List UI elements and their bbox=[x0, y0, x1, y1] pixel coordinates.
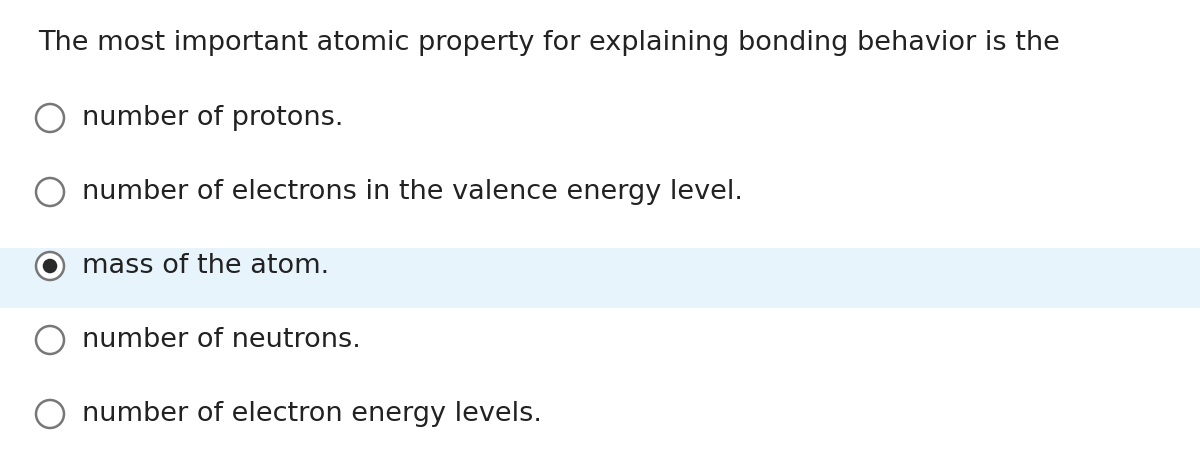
Text: number of protons.: number of protons. bbox=[82, 105, 343, 131]
Text: number of electron energy levels.: number of electron energy levels. bbox=[82, 401, 542, 427]
Ellipse shape bbox=[36, 252, 64, 280]
Ellipse shape bbox=[36, 104, 64, 132]
Text: number of electrons in the valence energy level.: number of electrons in the valence energ… bbox=[82, 179, 743, 205]
Ellipse shape bbox=[36, 400, 64, 428]
Text: mass of the atom.: mass of the atom. bbox=[82, 253, 329, 279]
Ellipse shape bbox=[36, 178, 64, 206]
Ellipse shape bbox=[43, 259, 58, 273]
FancyBboxPatch shape bbox=[0, 248, 1200, 308]
Text: The most important atomic property for explaining bonding behavior is the: The most important atomic property for e… bbox=[38, 30, 1060, 56]
Text: number of neutrons.: number of neutrons. bbox=[82, 327, 361, 353]
Ellipse shape bbox=[36, 326, 64, 354]
